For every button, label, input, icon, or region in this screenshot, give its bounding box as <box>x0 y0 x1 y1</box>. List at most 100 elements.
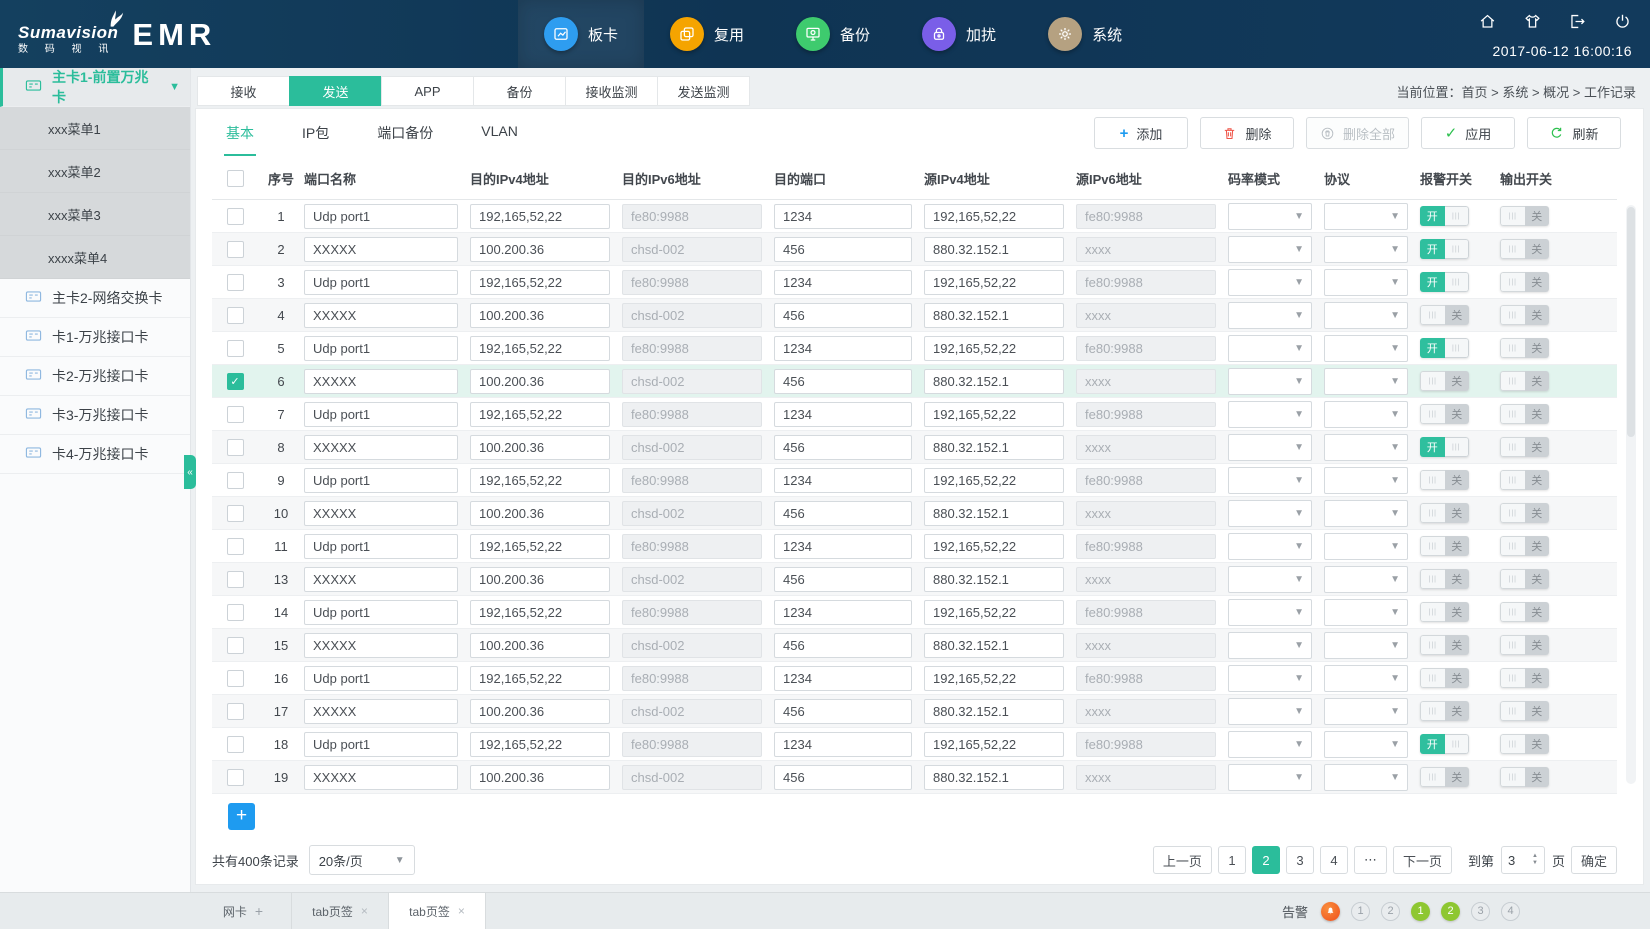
src-ipv4-input[interactable] <box>924 764 1064 790</box>
sidebar-subitem-xxxx菜单4[interactable]: xxxx菜单4 <box>0 236 190 279</box>
bitrate-mode-select[interactable]: ▼ <box>1228 301 1312 329</box>
output-switch[interactable]: ||| 关 <box>1500 371 1549 391</box>
row-checkbox[interactable] <box>226 768 244 786</box>
protocol-select[interactable]: ▼ <box>1324 631 1408 659</box>
src-ipv4-input[interactable] <box>924 665 1064 691</box>
dst-ipv4-input[interactable] <box>470 500 610 526</box>
close-icon[interactable]: × <box>360 904 368 918</box>
add-row-button[interactable]: + <box>228 802 255 830</box>
protocol-select[interactable]: ▼ <box>1324 532 1408 560</box>
alarm-switch[interactable]: 开 ||| <box>1420 206 1469 226</box>
tab-接收[interactable]: 接收 <box>197 76 290 106</box>
protocol-select[interactable]: ▼ <box>1324 466 1408 494</box>
status-badge-gray-4[interactable]: 4 <box>1501 901 1520 921</box>
port-name-input[interactable] <box>304 599 458 625</box>
sidebar-item-卡4-万兆接口卡[interactable]: 卡4-万兆接口卡 <box>0 435 190 474</box>
sidebar-item-卡2-万兆接口卡[interactable]: 卡2-万兆接口卡 <box>0 357 190 396</box>
page-size-select[interactable]: 20条/页 ▼ <box>308 845 415 875</box>
row-checkbox[interactable] <box>226 273 244 291</box>
status-badge-green-2[interactable]: 2 <box>1441 901 1460 921</box>
output-switch[interactable]: ||| 关 <box>1500 239 1549 259</box>
confirm-button[interactable]: 确定 <box>1570 846 1617 874</box>
sidebar-item-主卡1-前置万兆卡[interactable]: 主卡1-前置万兆卡 ▼ <box>0 68 190 107</box>
nav-item-加扰[interactable]: 加扰 <box>896 0 1022 68</box>
dst-port-input[interactable] <box>774 599 912 625</box>
dst-ipv4-input[interactable] <box>470 203 610 229</box>
nav-item-备份[interactable]: 备份 <box>770 0 896 68</box>
tab-备份[interactable]: 备份 <box>473 76 566 106</box>
dst-port-input[interactable] <box>774 368 912 394</box>
dst-port-input[interactable] <box>774 533 912 559</box>
port-name-input[interactable] <box>304 698 458 724</box>
dst-ipv4-input[interactable] <box>470 401 610 427</box>
page-button-2[interactable]: 2 <box>1251 846 1280 874</box>
output-switch[interactable]: ||| 关 <box>1500 404 1549 424</box>
src-ipv4-input[interactable] <box>924 401 1064 427</box>
dst-port-input[interactable] <box>774 203 912 229</box>
protocol-select[interactable]: ▼ <box>1324 433 1408 461</box>
dst-ipv4-input[interactable] <box>470 764 610 790</box>
src-ipv4-input[interactable] <box>924 467 1064 493</box>
alarm-switch[interactable]: ||| 关 <box>1420 536 1469 556</box>
output-switch[interactable]: ||| 关 <box>1500 602 1549 622</box>
protocol-select[interactable]: ▼ <box>1324 697 1408 725</box>
protocol-select[interactable]: ▼ <box>1324 268 1408 296</box>
dst-port-input[interactable] <box>774 500 912 526</box>
button-应用[interactable]: ✓ 应用 <box>1421 117 1515 149</box>
table-scrollbar[interactable] <box>1626 205 1636 784</box>
status-badge-gray-3[interactable]: 3 <box>1471 901 1490 921</box>
row-checkbox[interactable] <box>226 735 244 753</box>
bitrate-mode-select[interactable]: ▼ <box>1228 334 1312 362</box>
src-ipv4-input[interactable] <box>924 236 1064 262</box>
src-ipv4-input[interactable] <box>924 632 1064 658</box>
dst-ipv4-input[interactable] <box>470 467 610 493</box>
row-checkbox[interactable]: ✓ <box>226 372 244 390</box>
sidebar-subitem-xxx菜单1[interactable]: xxx菜单1 <box>0 107 190 150</box>
alarm-switch[interactable]: 开 ||| <box>1420 272 1469 292</box>
alarm-switch[interactable]: ||| 关 <box>1420 602 1469 622</box>
bitrate-mode-select[interactable]: ▼ <box>1228 565 1312 593</box>
row-checkbox[interactable] <box>226 603 244 621</box>
subtab-基本[interactable]: 基本 <box>224 110 256 156</box>
bitrate-mode-select[interactable]: ▼ <box>1228 367 1312 395</box>
port-name-input[interactable] <box>304 764 458 790</box>
port-name-input[interactable] <box>304 632 458 658</box>
sidebar-item-主卡2-网络交换卡[interactable]: 主卡2-网络交换卡 <box>0 279 190 318</box>
spinner-arrows-icon[interactable]: ▲ ▼ <box>1532 853 1538 866</box>
bitrate-mode-select[interactable]: ▼ <box>1228 763 1312 791</box>
protocol-select[interactable]: ▼ <box>1324 301 1408 329</box>
page-button-4[interactable]: 4 <box>1319 846 1348 874</box>
output-switch[interactable]: ||| 关 <box>1500 338 1549 358</box>
bitrate-mode-select[interactable]: ▼ <box>1228 400 1312 428</box>
dst-ipv4-input[interactable] <box>470 434 610 460</box>
power-icon[interactable] <box>1613 12 1632 36</box>
bottom-tab-2[interactable]: tab页签 × <box>389 893 486 929</box>
button-删除[interactable]: 删除 <box>1199 117 1294 149</box>
dst-port-input[interactable] <box>774 302 912 328</box>
src-ipv4-input[interactable] <box>924 731 1064 757</box>
src-ipv4-input[interactable] <box>924 269 1064 295</box>
output-switch[interactable]: ||| 关 <box>1500 206 1549 226</box>
pages-ellipsis[interactable]: ⋯ <box>1353 846 1387 874</box>
row-checkbox[interactable] <box>226 537 244 555</box>
port-name-input[interactable] <box>304 335 458 361</box>
dst-ipv4-input[interactable] <box>470 731 610 757</box>
add-tab-icon[interactable]: + <box>254 903 264 919</box>
alarm-switch[interactable]: ||| 关 <box>1420 503 1469 523</box>
output-switch[interactable]: ||| 关 <box>1500 437 1549 457</box>
row-checkbox[interactable] <box>226 306 244 324</box>
output-switch[interactable]: ||| 关 <box>1500 767 1549 787</box>
bitrate-mode-select[interactable]: ▼ <box>1228 268 1312 296</box>
output-switch[interactable]: ||| 关 <box>1500 272 1549 292</box>
row-checkbox[interactable] <box>226 339 244 357</box>
port-name-input[interactable] <box>304 665 458 691</box>
protocol-select[interactable]: ▼ <box>1324 235 1408 263</box>
dst-ipv4-input[interactable] <box>470 566 610 592</box>
dst-port-input[interactable] <box>774 731 912 757</box>
dst-ipv4-input[interactable] <box>470 236 610 262</box>
bitrate-mode-select[interactable]: ▼ <box>1228 730 1312 758</box>
status-badge-gray-2[interactable]: 2 <box>1381 901 1400 921</box>
nav-item-板卡[interactable]: 板卡 <box>518 0 645 68</box>
next-page-button[interactable]: 下一页 <box>1392 846 1452 874</box>
dst-port-input[interactable] <box>774 632 912 658</box>
